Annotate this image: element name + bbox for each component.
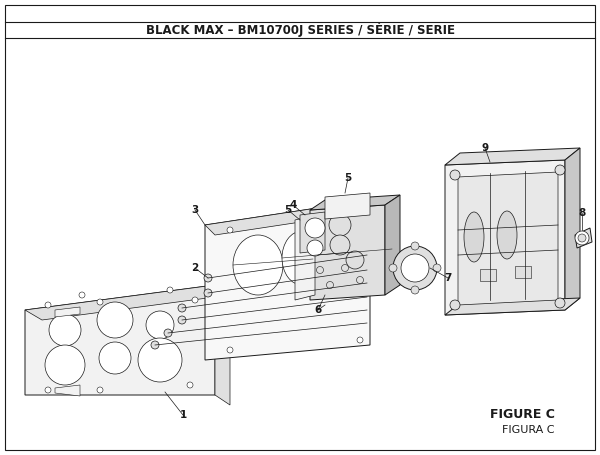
Polygon shape xyxy=(25,285,230,320)
Circle shape xyxy=(151,341,159,349)
Circle shape xyxy=(575,231,589,245)
Circle shape xyxy=(49,314,81,346)
Circle shape xyxy=(45,345,85,385)
Circle shape xyxy=(97,302,133,338)
Polygon shape xyxy=(205,200,370,360)
Circle shape xyxy=(45,387,51,393)
Polygon shape xyxy=(205,200,380,235)
Circle shape xyxy=(357,337,363,343)
Circle shape xyxy=(326,282,334,288)
Circle shape xyxy=(450,300,460,310)
Text: BLACK MAX – BM10700J SERIES / SÉRIE / SERIE: BLACK MAX – BM10700J SERIES / SÉRIE / SE… xyxy=(146,23,455,37)
Circle shape xyxy=(341,264,349,272)
Circle shape xyxy=(192,297,198,303)
Circle shape xyxy=(178,304,186,312)
Text: 7: 7 xyxy=(445,273,452,283)
Text: 4: 4 xyxy=(289,200,296,210)
Text: 6: 6 xyxy=(314,305,322,315)
Circle shape xyxy=(389,264,397,272)
Circle shape xyxy=(167,287,173,293)
Circle shape xyxy=(305,218,325,238)
Text: 5: 5 xyxy=(344,173,352,183)
Text: 8: 8 xyxy=(578,208,586,218)
Circle shape xyxy=(346,251,364,269)
Circle shape xyxy=(204,274,212,282)
Circle shape xyxy=(227,347,233,353)
Polygon shape xyxy=(55,385,80,396)
Polygon shape xyxy=(55,307,80,317)
Polygon shape xyxy=(458,172,558,305)
Polygon shape xyxy=(325,193,370,219)
Polygon shape xyxy=(445,160,565,315)
Circle shape xyxy=(178,316,186,324)
Circle shape xyxy=(357,202,363,208)
Polygon shape xyxy=(445,148,580,165)
Bar xyxy=(480,269,496,281)
Ellipse shape xyxy=(497,211,517,259)
Circle shape xyxy=(187,382,193,388)
Text: 9: 9 xyxy=(481,143,488,153)
Polygon shape xyxy=(385,195,400,295)
Circle shape xyxy=(411,242,419,250)
Bar xyxy=(515,266,531,278)
Circle shape xyxy=(99,342,131,374)
Circle shape xyxy=(555,298,565,308)
Circle shape xyxy=(411,286,419,294)
Polygon shape xyxy=(565,148,580,310)
Circle shape xyxy=(393,246,437,290)
Polygon shape xyxy=(445,298,580,315)
Polygon shape xyxy=(215,285,230,405)
Polygon shape xyxy=(310,205,385,300)
Circle shape xyxy=(555,165,565,175)
Ellipse shape xyxy=(318,227,362,283)
Polygon shape xyxy=(25,285,215,395)
Text: 2: 2 xyxy=(191,263,199,273)
Ellipse shape xyxy=(282,231,322,285)
Polygon shape xyxy=(575,228,592,248)
Circle shape xyxy=(578,234,586,242)
Text: 1: 1 xyxy=(179,410,187,420)
Polygon shape xyxy=(310,195,400,210)
Circle shape xyxy=(329,214,351,236)
Circle shape xyxy=(146,311,174,339)
Circle shape xyxy=(97,299,103,305)
Text: FIGURA C: FIGURA C xyxy=(503,425,555,435)
Circle shape xyxy=(330,235,350,255)
Circle shape xyxy=(204,289,212,297)
Text: 5: 5 xyxy=(284,205,292,215)
Polygon shape xyxy=(300,212,325,253)
Circle shape xyxy=(433,264,441,272)
Circle shape xyxy=(317,267,323,273)
Circle shape xyxy=(79,292,85,298)
Circle shape xyxy=(138,338,182,382)
Ellipse shape xyxy=(233,235,283,295)
Circle shape xyxy=(227,227,233,233)
Text: FIGURE C: FIGURE C xyxy=(490,409,555,421)
Circle shape xyxy=(307,240,323,256)
Circle shape xyxy=(164,329,172,337)
Ellipse shape xyxy=(464,212,484,262)
Circle shape xyxy=(450,170,460,180)
Polygon shape xyxy=(295,215,315,300)
Circle shape xyxy=(356,277,364,283)
Text: 3: 3 xyxy=(191,205,199,215)
Circle shape xyxy=(401,254,429,282)
Circle shape xyxy=(97,387,103,393)
Circle shape xyxy=(45,302,51,308)
